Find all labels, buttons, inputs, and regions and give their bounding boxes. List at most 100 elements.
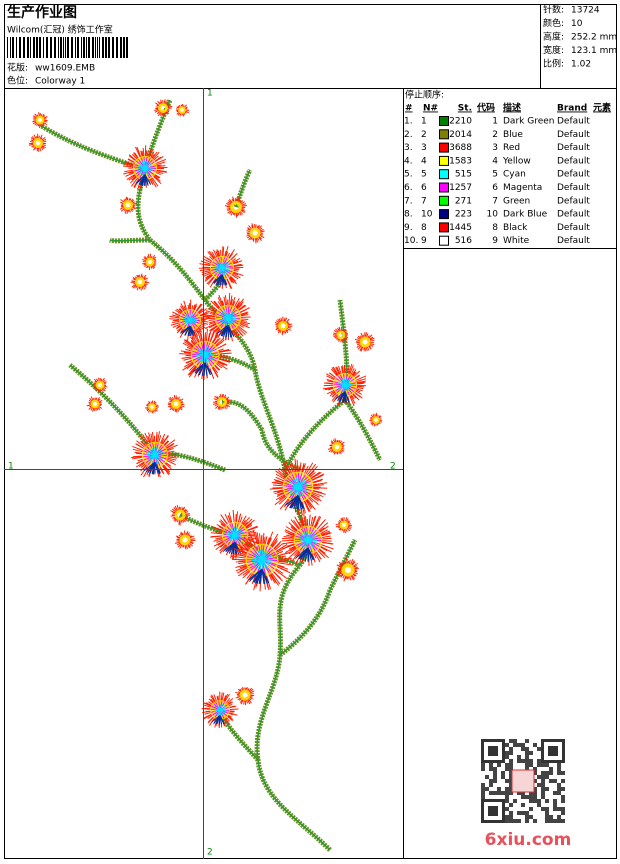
color-swatch (439, 209, 449, 220)
row-brand: Default (557, 183, 590, 193)
qr-module (525, 759, 529, 763)
row-index: 4. (404, 156, 413, 166)
row-code: 4 (492, 156, 498, 166)
color-swatch (439, 129, 449, 140)
row-brand: Default (557, 170, 590, 180)
row-code: 3 (492, 143, 498, 153)
qr-module (529, 759, 533, 763)
flower-stitches (223, 541, 241, 555)
color-swatch (439, 182, 449, 193)
qr-module (521, 811, 525, 815)
qr-module (533, 771, 537, 775)
qr-module (561, 811, 565, 815)
qr-module (561, 795, 565, 799)
flower-stitches (239, 689, 251, 701)
barcode-bar (46, 37, 48, 58)
row-index: 3. (404, 143, 413, 153)
color-swatch (439, 195, 449, 206)
flower-stitches (154, 99, 173, 117)
qr-module (485, 775, 489, 779)
barcode-bar (63, 37, 64, 58)
qr-module (481, 783, 485, 787)
flower-stitches (86, 396, 103, 412)
flower-stitches (180, 325, 196, 337)
qr-module (537, 747, 541, 751)
flower-stitches (359, 336, 371, 348)
qr-module (513, 739, 517, 743)
qr-logo (511, 769, 535, 793)
qr-module (493, 771, 497, 775)
info-label: 高度: (543, 31, 564, 43)
qr-module (521, 759, 525, 763)
colorway: Colorway 1 (35, 77, 85, 87)
row-description: Green (503, 196, 530, 206)
row-brand: Default (557, 196, 590, 206)
flower-stitches (212, 274, 228, 286)
qr-module (557, 771, 561, 775)
qr-module (493, 767, 497, 771)
barcode-bar (23, 37, 25, 58)
color-swatch (439, 116, 449, 126)
qr-module (517, 811, 521, 815)
flower-stitches (224, 196, 247, 218)
row-needle: 8 (421, 223, 427, 233)
flower-stitches (336, 330, 346, 340)
flower-stitches (148, 403, 156, 411)
color-swatch (439, 155, 449, 166)
qr-module (525, 755, 529, 759)
axis-mark: 1 (8, 462, 14, 472)
qr-module (537, 803, 541, 807)
flower-stitches (179, 534, 191, 546)
row-brand: Default (557, 143, 590, 153)
qr-module (509, 803, 513, 807)
qr-module (533, 743, 537, 747)
flower-stitches (296, 547, 315, 561)
barcode-bar (39, 37, 41, 58)
info-box: 针数: 13724 颜色: 10 高度: 252.2 mm 宽度: 123.1 mm 比例: 1.… (543, 4, 617, 70)
subtitle: Wilcom(汇冠) 绣饰工作室 (7, 24, 113, 36)
qr-module (525, 811, 529, 815)
qr-module (525, 739, 529, 743)
row-description: Dark Green (503, 117, 554, 127)
barcode-bar (19, 37, 21, 58)
qr-module (497, 763, 501, 767)
qr-module (529, 751, 533, 755)
qr-module (541, 807, 545, 811)
row-stitches: 516 (455, 236, 472, 246)
flower-stitches (28, 133, 47, 152)
row-needle: 7 (421, 196, 427, 206)
qr-module (537, 799, 541, 803)
flower-stitches (332, 442, 342, 452)
qr-module (505, 819, 509, 823)
table-header: 元素 (593, 102, 611, 114)
qr-module (493, 775, 497, 779)
barcode-bar (99, 37, 100, 58)
qr-module (529, 763, 533, 767)
info-label: 比例: (543, 58, 564, 70)
qr-module (517, 819, 521, 823)
flower-stitches (372, 416, 380, 424)
qr-module (521, 743, 525, 747)
row-index: 9. (404, 223, 413, 233)
table-header: 代码 (476, 102, 495, 114)
barcode-bar (120, 37, 122, 58)
flower-stitches (217, 397, 227, 407)
barcode-bar (60, 37, 62, 58)
qr-module (533, 791, 537, 795)
flower-stitches (146, 446, 164, 464)
barcode-bar (33, 37, 35, 58)
barcode-bar (81, 37, 82, 58)
qr-module (529, 799, 533, 803)
qr-module (557, 815, 561, 819)
qr-module (549, 819, 553, 823)
row-brand: Default (557, 210, 590, 220)
qr-code (480, 738, 566, 824)
barcode-bar (75, 37, 76, 58)
qr-module (489, 767, 493, 771)
row-stitches: 271 (455, 196, 472, 206)
flower-stitches (137, 160, 153, 176)
color-swatch (439, 169, 449, 180)
qr-module (529, 795, 533, 799)
stem (109, 239, 151, 242)
